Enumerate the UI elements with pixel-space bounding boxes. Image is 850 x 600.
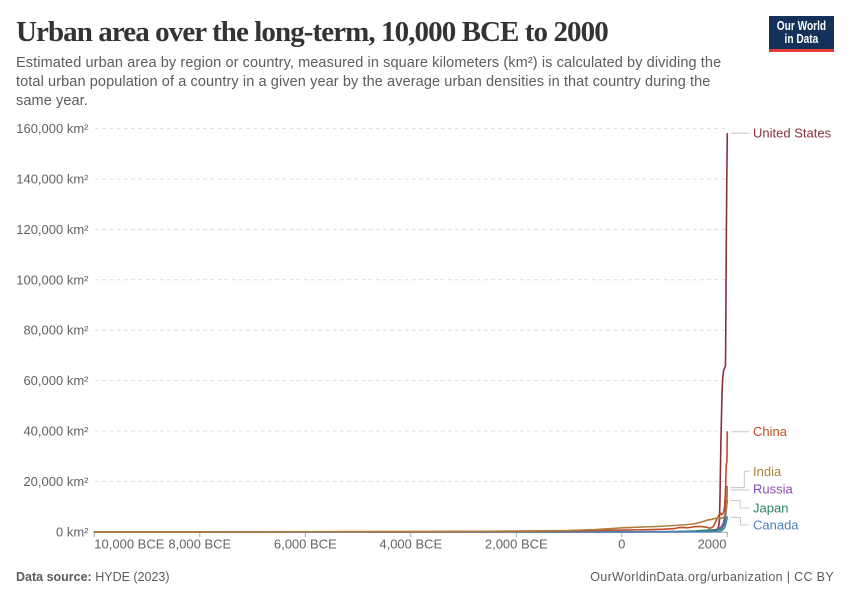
svg-text:20,000 km²: 20,000 km² bbox=[23, 474, 89, 489]
svg-text:Canada: Canada bbox=[753, 518, 799, 533]
svg-text:China: China bbox=[753, 424, 788, 439]
svg-text:80,000 km²: 80,000 km² bbox=[23, 323, 89, 338]
svg-text:0 km²: 0 km² bbox=[56, 524, 89, 539]
svg-text:40,000 km²: 40,000 km² bbox=[23, 424, 89, 439]
svg-text:0: 0 bbox=[618, 537, 625, 552]
svg-text:India: India bbox=[753, 464, 782, 479]
svg-text:10,000 BCE: 10,000 BCE bbox=[94, 537, 164, 552]
svg-text:100,000 km²: 100,000 km² bbox=[16, 272, 89, 287]
svg-text:2,000 BCE: 2,000 BCE bbox=[485, 537, 548, 552]
svg-text:4,000 BCE: 4,000 BCE bbox=[379, 537, 442, 552]
svg-text:8,000 BCE: 8,000 BCE bbox=[168, 537, 231, 552]
svg-text:140,000 km²: 140,000 km² bbox=[16, 172, 89, 187]
svg-text:120,000 km²: 120,000 km² bbox=[16, 222, 89, 237]
svg-text:60,000 km²: 60,000 km² bbox=[23, 373, 89, 388]
svg-text:2000: 2000 bbox=[698, 537, 727, 552]
svg-text:160,000 km²: 160,000 km² bbox=[16, 121, 89, 136]
svg-text:Russia: Russia bbox=[753, 482, 794, 497]
svg-text:United States: United States bbox=[753, 126, 832, 141]
svg-text:6,000 BCE: 6,000 BCE bbox=[274, 537, 337, 552]
svg-text:Japan: Japan bbox=[753, 501, 788, 516]
